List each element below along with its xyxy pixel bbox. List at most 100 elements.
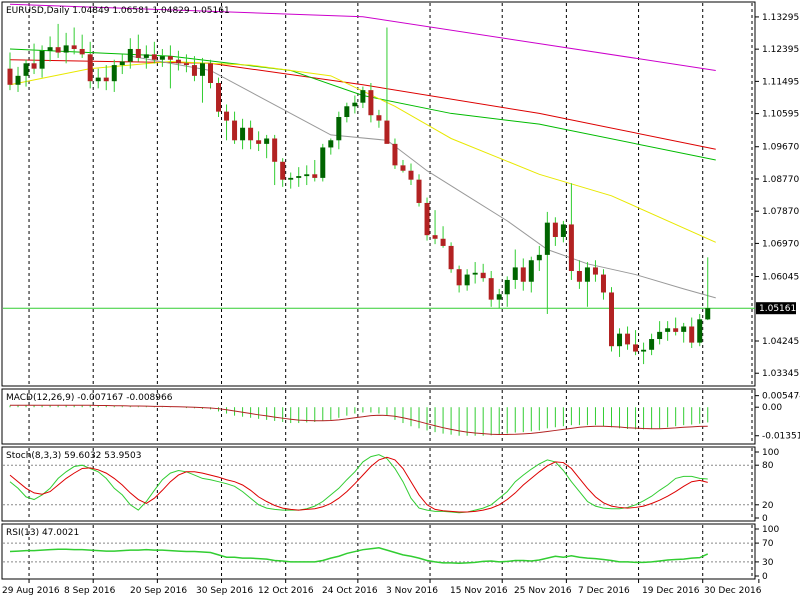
candle-body: [103, 77, 109, 82]
candle-body: [633, 344, 639, 352]
candle-body: [111, 65, 117, 82]
macd-signal-line: [10, 404, 708, 435]
date-tick-label: 30 Sep 2016: [196, 586, 253, 596]
candle-body: [280, 161, 286, 180]
candle-body: [256, 140, 262, 144]
candle-body: [143, 54, 149, 58]
stochastic-signal-line: [9, 456, 708, 513]
stochastic-tick-label: 100: [762, 448, 779, 458]
candle-body: [544, 222, 550, 255]
candle-body: [705, 308, 711, 320]
candle-body: [344, 106, 350, 118]
price-tick-label: 1.03345: [762, 369, 799, 379]
date-tick-label: 19 Dec 2016: [642, 586, 700, 596]
price-axis: 1.13295 1.12395 1.11495 1.10595 1.09670 1.087…: [755, 13, 799, 379]
candle-body: [673, 328, 679, 332]
candle-body: [336, 117, 342, 141]
candle-body: [15, 75, 21, 85]
candle-body: [528, 260, 534, 282]
candle-body: [448, 245, 454, 270]
date-tick-label: 8 Sep 2016: [64, 586, 116, 596]
price-grid: [28, 3, 753, 385]
candle-body: [649, 339, 655, 350]
stochastic-tick-label: 20: [762, 501, 774, 511]
price-tick-label: 1.10595: [762, 110, 799, 120]
candle-body: [167, 56, 173, 60]
macd-tick-label: -0.01351: [762, 432, 800, 442]
date-tick-label: 12 Oct 2016: [258, 586, 314, 596]
price-tick-label: 1.06970: [762, 239, 799, 249]
price-tick-label: 1.12395: [762, 45, 799, 55]
rsi-axis: 100 70 30 0: [755, 525, 779, 582]
date-tick-label: 7 Dec 2016: [578, 586, 630, 596]
macd-tick-label: 0.005474: [762, 392, 800, 402]
candle-body: [480, 272, 486, 279]
candle-body: [191, 65, 197, 76]
candle-body: [95, 77, 101, 82]
price-tick-label: 1.08770: [762, 175, 799, 185]
candle-body: [464, 274, 470, 286]
candle-body: [600, 274, 606, 293]
candle-body: [320, 147, 326, 178]
candle-body: [657, 331, 663, 340]
candle-body: [39, 50, 45, 69]
candle-body: [135, 48, 141, 58]
candle-body: [296, 176, 302, 178]
moving-average-line: [9, 59, 716, 150]
candle-body: [697, 319, 703, 343]
candle-body: [87, 54, 93, 82]
candle-body: [248, 127, 254, 141]
date-tick-label: 15 Nov 2016: [450, 586, 508, 596]
stochastic-main-line: [9, 454, 708, 514]
candle-body: [440, 238, 446, 246]
candle-body: [240, 127, 246, 141]
candle-body: [552, 222, 558, 237]
candle-body: [368, 90, 374, 116]
candle-body: [288, 177, 294, 180]
price-tick-label: 1.07870: [762, 207, 799, 217]
stochastic-grid: [28, 448, 753, 520]
candle-body: [7, 68, 13, 85]
candle-body: [127, 48, 133, 62]
candle-body: [408, 170, 414, 180]
stochastic-panel: 100 80 20 0 Stoch(8,3,3) 59.6032 53.9503: [1, 446, 779, 524]
price-panel-frame: [1, 1, 756, 387]
date-tick-label: 20 Sep 2016: [130, 586, 187, 596]
candle-body: [400, 165, 406, 171]
macd-tick-label: 0.00: [762, 403, 782, 413]
candle-body: [681, 326, 687, 332]
rsi-line: [9, 547, 709, 565]
candle-body: [456, 269, 462, 286]
candle-body: [264, 138, 270, 144]
candle-body: [31, 63, 37, 69]
candle-body: [304, 174, 310, 177]
candle-body: [79, 48, 85, 55]
candle-body: [432, 235, 438, 239]
stochastic-panel-frame: [1, 446, 756, 522]
stochastic-axis: 100 80 20 0: [755, 448, 779, 524]
rsi-tick-label: 0: [762, 572, 768, 582]
candle-body: [617, 333, 623, 347]
stochastic-panel-title: Stoch(8,3,3) 59.6032 53.9503: [6, 451, 141, 461]
date-tick-label: 30 Dec 2016: [704, 586, 762, 596]
macd-grid: [28, 390, 753, 443]
rsi-panel-frame: [1, 523, 756, 580]
price-tick-label: 1.09670: [762, 143, 799, 153]
rsi-tick-label: 100: [762, 525, 779, 535]
candle-body: [312, 174, 318, 178]
date-tick-label: 25 Nov 2016: [514, 586, 572, 596]
candle-body: [641, 349, 647, 352]
candle-body: [568, 224, 574, 271]
price-panel-title: EURUSD,Daily 1.04849 1.06581 1.04829 1.0…: [6, 6, 230, 16]
candle-body: [536, 254, 542, 261]
current-price-box: [756, 302, 796, 315]
candle-body: [496, 294, 502, 300]
candle-body: [488, 278, 494, 300]
macd-panel-title: MACD(12,26,9) -0.007167 -0.008966: [6, 393, 173, 403]
candle-body: [376, 115, 382, 121]
date-tick-label: 24 Oct 2016: [322, 586, 378, 596]
current-price-label: 1.05161: [759, 304, 796, 314]
price-tick-label: 1.11495: [762, 77, 799, 87]
